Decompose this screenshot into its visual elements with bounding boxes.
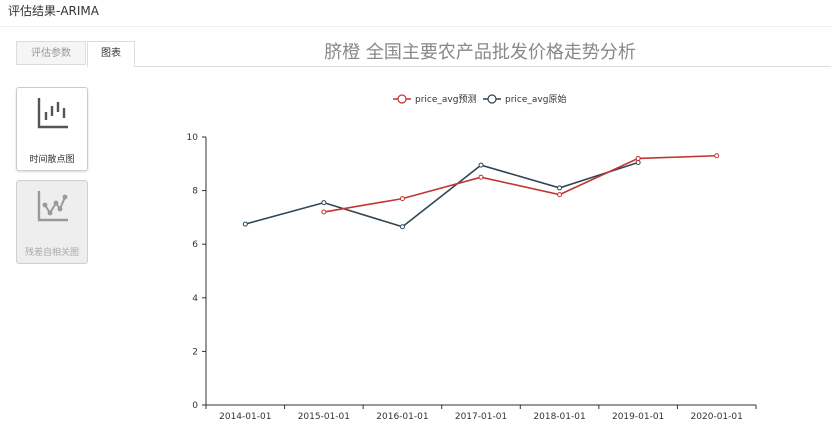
x-tick-label: 2015-01-01 (298, 412, 350, 422)
y-tick-label: 10 (187, 133, 199, 143)
data-point-original (478, 162, 484, 168)
legend-predicted[interactable]: price_avg预测 (393, 94, 476, 105)
data-point-original (321, 200, 327, 206)
legend-predicted-marker (397, 94, 407, 104)
data-point-predicted (714, 153, 720, 159)
series-line-original (245, 161, 639, 228)
data-point-predicted (399, 196, 405, 202)
x-tick-label: 2020-01-01 (691, 412, 743, 422)
y-tick-label: 4 (192, 294, 198, 304)
tab-bar-divider (135, 66, 831, 67)
top-divider (0, 26, 831, 27)
x-tick-label: 2017-01-01 (455, 412, 507, 422)
line-chart-icon (37, 191, 68, 222)
data-point-predicted (635, 155, 641, 161)
x-tick-label: 2018-01-01 (533, 412, 585, 422)
data-point-original (399, 224, 405, 230)
residual-autocorr-button[interactable]: 残差自相关图 (16, 180, 88, 264)
data-point-predicted (478, 174, 484, 180)
legend-original-label: price_avg原始 (505, 93, 566, 105)
price-trend-chart: 0 2 4 6 8 10 2014-01-01 2015-01-01 2016-01-01 201… (187, 93, 757, 422)
y-tick-label: 8 (192, 187, 198, 197)
scatter-chart-icon (37, 98, 68, 129)
x-tick-label: 2014-01-01 (219, 412, 271, 422)
y-tick-label: 6 (192, 240, 198, 250)
data-point-predicted (557, 192, 563, 198)
data-point-original (557, 185, 563, 191)
tab-evaluation-params[interactable]: 评估参数 (16, 41, 86, 65)
x-tick-label: 2019-01-01 (612, 412, 664, 422)
time-scatter-label: 时间散点图 (29, 155, 75, 165)
data-point-predicted (321, 209, 327, 215)
legend-original-marker (487, 94, 497, 104)
data-point-original (635, 159, 641, 165)
series-line-predicted (323, 154, 717, 213)
y-tick-label: 2 (192, 347, 198, 357)
y-tick-label: 0 (192, 401, 198, 411)
window-title: 评估结果-ARIMA (8, 4, 99, 18)
tab-charts[interactable]: 图表 (87, 41, 135, 67)
x-tick-label: 2016-01-01 (376, 412, 428, 422)
time-scatter-button[interactable]: 时间散点图 (16, 87, 88, 171)
data-point-original (242, 221, 248, 227)
page-title: 脐橙 全国主要农产品批发价格走势分析 (324, 42, 636, 63)
legend-predicted-label: price_avg预测 (415, 94, 476, 105)
legend-original[interactable]: price_avg原始 (483, 93, 566, 105)
residual-autocorr-label: 残差自相关图 (24, 248, 79, 258)
